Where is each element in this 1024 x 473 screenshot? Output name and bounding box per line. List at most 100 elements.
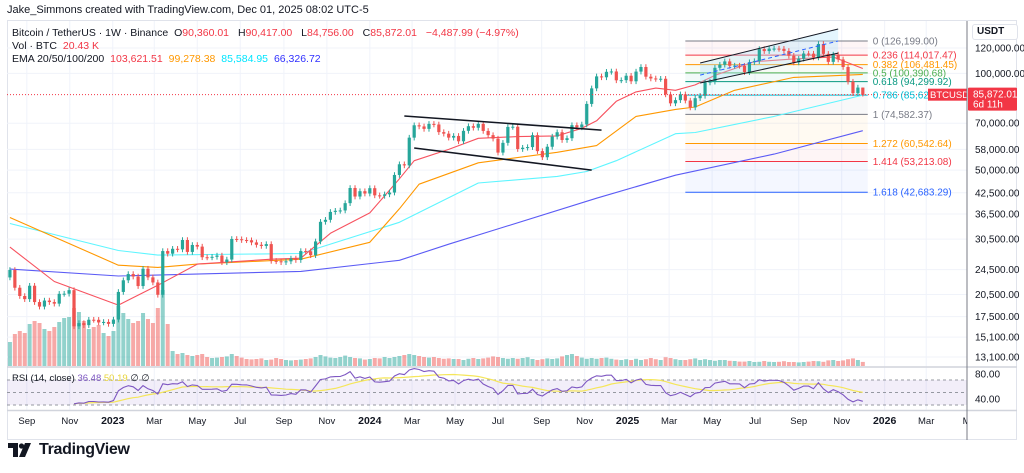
- candle-up: [619, 80, 623, 82]
- candle-up: [634, 71, 638, 82]
- volume-bar: [476, 359, 481, 366]
- volume-bar: [367, 359, 372, 366]
- candle-up: [565, 138, 569, 140]
- volume-bar: [624, 359, 629, 366]
- volume-bar: [619, 360, 624, 366]
- candle-down: [728, 61, 732, 66]
- candle-down: [373, 188, 377, 196]
- volume-bar: [678, 360, 683, 366]
- volume-bar: [150, 323, 155, 366]
- candle-down: [82, 323, 86, 326]
- price-pane: [7, 28, 868, 366]
- candle-up: [62, 293, 66, 295]
- candle-down: [792, 55, 796, 63]
- candle-up: [383, 194, 387, 196]
- volume-bar: [796, 362, 801, 366]
- candle-up: [161, 251, 165, 295]
- fib-zone: [685, 81, 868, 96]
- volume-bar: [47, 331, 52, 366]
- volume-bar: [407, 354, 412, 366]
- price-axis-label: 100,000.00: [975, 69, 1024, 80]
- ema200-value: 66,326.72: [273, 53, 321, 65]
- volume-bar: [293, 360, 298, 366]
- volume-legend[interactable]: Vol · BTC 20.43 K: [12, 40, 102, 52]
- volume-bar: [560, 356, 565, 366]
- rsi-ma-line: [73, 373, 863, 405]
- rising-channel-fill: [700, 29, 839, 83]
- descending-channel-lower: [414, 147, 592, 171]
- volume-bar: [67, 317, 72, 366]
- time-axis-label: 2023: [101, 415, 125, 427]
- candle-down: [156, 282, 160, 295]
- candle-up: [752, 61, 756, 63]
- candle-down: [106, 321, 111, 324]
- candle-up: [323, 219, 328, 222]
- last-price-tag-bg: [968, 87, 1017, 111]
- symbol-legend[interactable]: Bitcoin / TetherUS · 1W · Binance O90,36…: [12, 27, 522, 39]
- open-label: O: [174, 27, 183, 39]
- volume-bar: [126, 319, 131, 366]
- candle-up: [368, 188, 372, 194]
- candle-up: [550, 136, 554, 147]
- candle-down: [846, 67, 850, 82]
- volume-bar: [826, 360, 831, 366]
- candle-up: [215, 255, 219, 257]
- volume-bar: [402, 355, 407, 366]
- volume-bar: [846, 359, 851, 366]
- candle-up: [545, 146, 549, 158]
- candle-up: [580, 124, 584, 128]
- fib-level-label: 0.236 (114,017.47): [873, 51, 957, 62]
- time-axis-label: Sep: [18, 416, 35, 427]
- volume-bar: [422, 357, 427, 366]
- volume-bar: [698, 360, 703, 366]
- currency-button[interactable]: USDT: [972, 24, 1018, 40]
- candle-up: [856, 87, 860, 94]
- candle-up: [693, 98, 697, 108]
- candle-down: [131, 274, 135, 277]
- candle-up: [289, 258, 293, 262]
- volume-bar: [614, 359, 619, 366]
- candle-down: [481, 123, 485, 131]
- price-axis-label: 120,000.00: [975, 44, 1024, 55]
- volume-bar: [224, 356, 229, 366]
- candle-up: [225, 259, 229, 263]
- candle-down: [274, 260, 278, 262]
- volume-bar: [496, 357, 500, 366]
- fib-level-label: 1.618 (42,683.29): [873, 188, 952, 199]
- volume-bar: [333, 358, 338, 366]
- candle-up: [772, 48, 776, 50]
- ema-legend[interactable]: EMA 20/50/100/200 103,621.51 99,278.38 8…: [12, 53, 324, 65]
- candle-up: [747, 62, 752, 73]
- volume-bar: [466, 358, 471, 366]
- volume-bar: [318, 355, 323, 366]
- volume-bar: [446, 358, 451, 366]
- volume-value: 20.43 K: [62, 40, 100, 52]
- volume-bar: [806, 361, 811, 366]
- volume-bar: [254, 359, 259, 366]
- volume-bar: [520, 358, 525, 366]
- volume-bar: [214, 357, 219, 366]
- volume-bar: [441, 358, 446, 366]
- volume-bar: [436, 358, 441, 366]
- candle-up: [604, 71, 609, 78]
- candle-up: [407, 137, 411, 166]
- fib-zone: [685, 114, 868, 144]
- volume-bar: [313, 357, 318, 366]
- rsi-legend[interactable]: RSI (14, close) 36.48 50.19 ∅ ∅: [12, 373, 150, 384]
- volume-bar: [343, 355, 348, 366]
- ema100-line: [9, 94, 863, 256]
- volume-bar: [62, 318, 67, 366]
- candle-up: [703, 82, 707, 96]
- rsi-ma-value: 50.19: [103, 373, 128, 384]
- volume-bar: [855, 360, 860, 366]
- candle-down: [486, 130, 490, 136]
- candle-up: [673, 100, 678, 104]
- volume-bar: [175, 354, 180, 366]
- candle-up: [511, 126, 515, 128]
- candle-up: [392, 174, 397, 193]
- low-value: 84,756.00: [307, 27, 354, 39]
- volume-bar: [160, 290, 165, 366]
- volume-bar: [234, 356, 239, 366]
- volume-bar: [298, 359, 303, 366]
